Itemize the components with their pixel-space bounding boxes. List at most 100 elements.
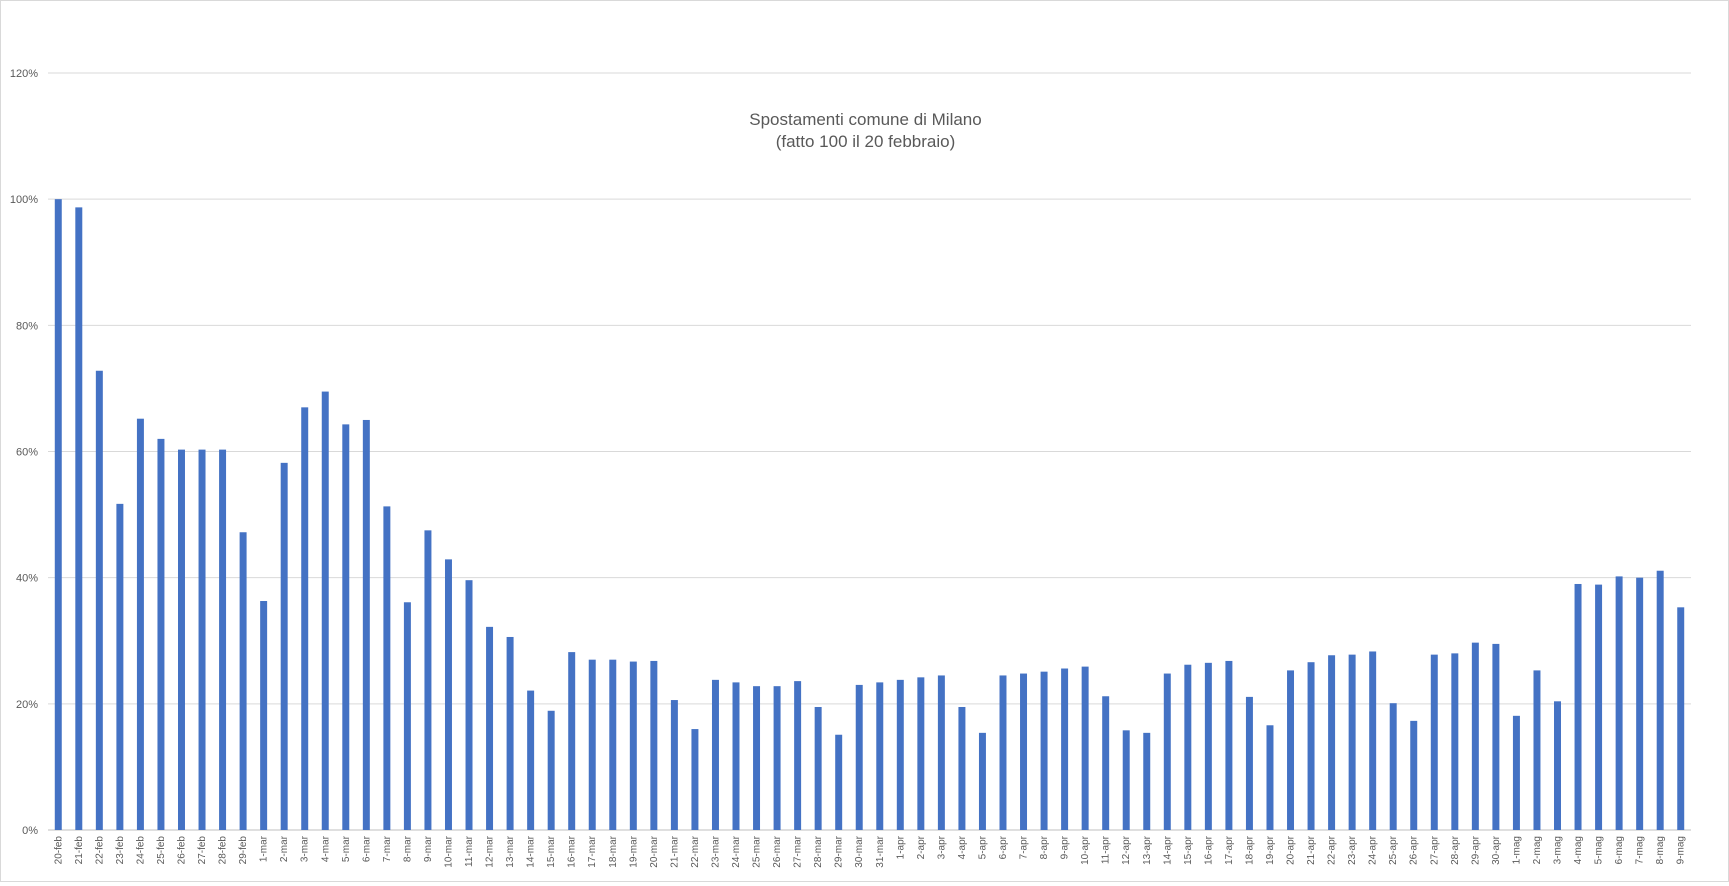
x-tick-label: 30-mar (854, 835, 865, 867)
bar (54, 199, 62, 831)
x-tick-label: 8-apr (1039, 835, 1050, 859)
x-tick-label: 11-mar (464, 835, 475, 867)
bar (609, 659, 617, 830)
x-tick-label: 20-feb (53, 836, 64, 865)
bar (1061, 668, 1069, 830)
x-tick-label: 24-feb (135, 836, 146, 865)
x-tick-label: 16-mar (567, 835, 578, 867)
bar (835, 734, 843, 830)
x-tick-label: 6-mag (1614, 836, 1625, 864)
x-tick-label: 14-apr (1162, 835, 1173, 865)
bar (917, 677, 925, 830)
bar (116, 503, 124, 830)
bar (1615, 576, 1623, 830)
x-tick-label: 21-apr (1306, 835, 1317, 865)
bar (1204, 662, 1212, 830)
x-tick-label: 25-feb (156, 836, 167, 865)
bar (239, 532, 247, 830)
y-tick-label: 120% (10, 68, 38, 80)
x-tick-label: 19-mar (628, 835, 639, 867)
bar (486, 626, 494, 830)
bar (1287, 670, 1295, 830)
x-tick-label: 26-feb (176, 836, 187, 865)
bar (1677, 607, 1685, 830)
bar (1512, 715, 1520, 830)
bar (547, 710, 555, 830)
x-tick-label: 22-apr (1327, 835, 1338, 865)
bar (1430, 654, 1438, 830)
x-tick-label: 15-mar (546, 835, 557, 867)
x-tick-label: 25-mar (752, 835, 763, 867)
x-tick-label: 2-apr (916, 835, 927, 859)
bar (383, 506, 391, 830)
bar (711, 679, 719, 830)
bar (1595, 584, 1603, 830)
bar (506, 636, 514, 830)
y-tick-label: 80% (16, 320, 38, 332)
bar (1245, 696, 1253, 830)
bar (95, 370, 103, 830)
bar (444, 559, 452, 830)
x-tick-label: 28-apr (1450, 835, 1461, 865)
bar (1533, 670, 1541, 830)
bars (54, 199, 1685, 831)
bar (1163, 673, 1171, 830)
x-tick-label: 5-mag (1594, 836, 1605, 864)
gridlines (48, 72, 1691, 831)
bar (465, 580, 473, 830)
bar (1266, 725, 1274, 830)
bar (670, 700, 678, 830)
x-tick-label: 24-apr (1368, 835, 1379, 865)
bar (1410, 720, 1418, 830)
bar (424, 530, 432, 830)
bar (814, 706, 822, 830)
x-tick-label: 31-mar (875, 835, 886, 867)
x-tick-label: 5-apr (977, 835, 988, 859)
bar (1574, 583, 1582, 830)
bar (136, 418, 144, 830)
bar (691, 729, 699, 830)
x-tick-label: 9-mar (423, 835, 434, 862)
bar (301, 407, 309, 830)
x-tick-label: 12-mar (485, 835, 496, 867)
x-tick-label: 4-apr (957, 835, 968, 859)
x-tick-label: 30-apr (1491, 835, 1502, 865)
bar (629, 661, 637, 830)
y-tick-label: 20% (16, 699, 38, 711)
x-tick-label: 25-apr (1388, 835, 1399, 865)
x-tick-label: 2-mag (1532, 836, 1543, 864)
x-tick-label: 20-apr (1286, 835, 1297, 865)
x-tick-label: 6-apr (998, 835, 1009, 859)
x-tick-label: 17-apr (1224, 835, 1235, 865)
x-tick-label: 28-mar (813, 835, 824, 867)
x-tick-label: 7-mar (382, 835, 393, 862)
x-tick-label: 3-apr (936, 835, 947, 859)
bar (937, 675, 945, 830)
x-tick-label: 26-mar (772, 835, 783, 867)
x-tick-label: 21-feb (74, 836, 85, 865)
y-axis-tick-labels: 0% 20% 40% 60% 80% 100% 120% (10, 68, 38, 837)
x-tick-label: 15-apr (1183, 835, 1194, 865)
x-tick-label: 23-mar (710, 835, 721, 867)
bar (588, 659, 596, 830)
x-axis-tick-labels: 20-feb 21-feb 22-feb 23-feb 24-feb 25-feb 26-f… (53, 835, 1686, 867)
bar (1102, 696, 1110, 830)
x-tick-label: 26-apr (1409, 835, 1420, 865)
bar (773, 686, 781, 830)
x-tick-label: 22-mar (690, 835, 701, 867)
x-tick-label: 23-feb (115, 836, 126, 865)
bar (1656, 570, 1664, 830)
bar (1636, 577, 1644, 830)
bar (1081, 666, 1089, 830)
x-tick-label: 6-mar (361, 835, 372, 862)
x-tick-label: 19-apr (1265, 835, 1276, 865)
y-tick-label: 40% (16, 573, 38, 585)
x-tick-label: 4-mag (1573, 836, 1584, 864)
bar (403, 602, 411, 830)
bar (1492, 643, 1500, 830)
x-tick-label: 5-mar (341, 835, 352, 862)
bar (1143, 732, 1151, 830)
bar (732, 682, 740, 830)
